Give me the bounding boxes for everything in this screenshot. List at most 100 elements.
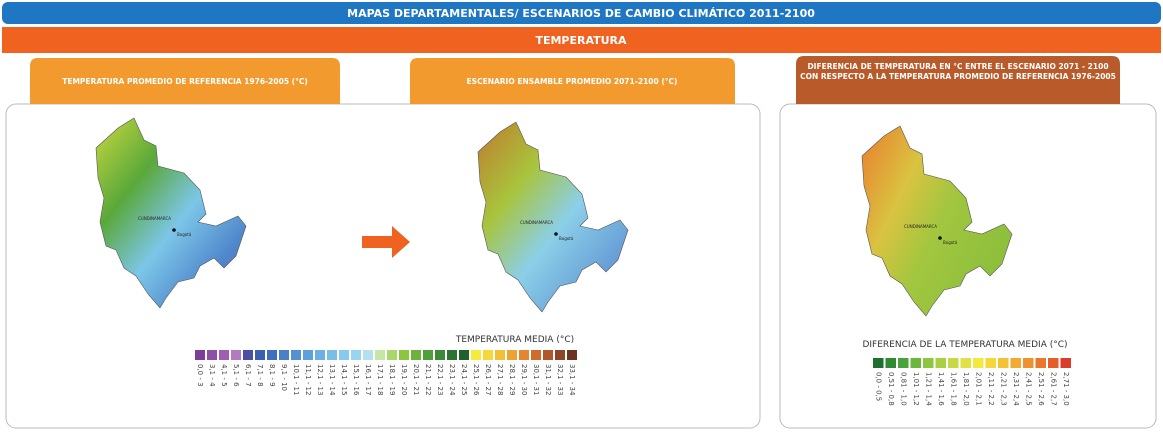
panel-title: ESCENARIO ENSAMBLE PROMEDIO 2071-2100 (°…: [467, 77, 678, 86]
legend-label: 1,41 - 1,6: [937, 372, 945, 406]
subheader-title: TEMPERATURA: [535, 34, 627, 47]
legend-label: 21,1 - 22: [424, 364, 432, 395]
legend-swatch: [351, 350, 361, 360]
header-title: MAPAS DEPARTAMENTALES/ ESCENARIOS DE CAM…: [347, 7, 815, 20]
legend-label: 6,1 - 7: [244, 364, 252, 387]
legend-swatch: [519, 350, 529, 360]
legend-label: 28,1 - 29: [508, 364, 516, 395]
legend-label: 25,1 - 26: [472, 364, 480, 396]
legend-label: 1,01 - 1,2: [912, 372, 920, 406]
map-region-label: CUNDINAMARCA: [904, 224, 937, 229]
legend-label: 13,1 - 14: [328, 364, 336, 396]
panel-title: DIFERENCIA DE TEMPERATURA EN °C ENTRE EL…: [800, 58, 1116, 82]
legend-swatch: [471, 350, 481, 360]
map-region-label: CUNDINAMARCA: [520, 220, 553, 225]
legend-label: 2,21 - 2,3: [999, 372, 1007, 406]
legend-swatch: [495, 350, 505, 360]
legend-label: 9,1 - 10: [280, 364, 288, 391]
legend-label: 7,1 - 8: [256, 364, 264, 387]
legend-label: 4,1 - 5: [220, 364, 228, 387]
map-region-label: CUNDINAMARCA: [138, 216, 171, 221]
legend-label: 20,1 - 21: [412, 364, 420, 395]
legend-swatch: [973, 358, 984, 368]
legend-swatch: [507, 350, 517, 360]
legend-label: 1,21 - 1,4: [924, 372, 932, 406]
legend-label: 1,81 - 2,0: [962, 372, 970, 406]
legend-swatch: [387, 350, 397, 360]
legend-title: DIFERENCIA DE LA TEMPERATURA MEDIA (°C): [862, 340, 1067, 350]
legend-swatch: [219, 350, 229, 360]
legend-swatch: [435, 350, 445, 360]
legend-label: 18,1 - 19: [388, 364, 396, 395]
legend-swatch: [898, 358, 909, 368]
legend-label: 15,1 - 16: [352, 364, 360, 396]
legend-swatch: [1023, 358, 1034, 368]
legend-swatch: [543, 350, 553, 360]
legend-label: 10,1 - 11: [292, 364, 300, 395]
legend-swatch: [327, 350, 337, 360]
legend-label: 2,51 - 2,6: [1037, 372, 1045, 406]
legend-label: 3,1 - 4: [208, 364, 216, 387]
legend-label: 0,81 - 1,0: [899, 372, 907, 406]
panel-title: TEMPERATURA PROMEDIO DE REFERENCIA 1976-…: [62, 77, 308, 86]
legend-swatch: [483, 350, 493, 360]
legend-swatch: [886, 358, 897, 368]
legend-swatch: [948, 358, 959, 368]
legend-swatch: [363, 350, 373, 360]
legend-swatch: [291, 350, 301, 360]
legend-swatch: [1036, 358, 1047, 368]
legend-swatch: [1061, 358, 1072, 368]
legend-swatch: [961, 358, 972, 368]
legend-swatch: [399, 350, 409, 360]
legend-swatch: [411, 350, 421, 360]
legend-swatch: [207, 350, 217, 360]
legend-swatch: [986, 358, 997, 368]
legend-swatch: [303, 350, 313, 360]
legend-label: 27,1 - 28: [496, 364, 504, 395]
legend-swatch: [255, 350, 265, 360]
map-city-label: Bogotá: [559, 236, 574, 241]
legend-label: 1,61 - 1,8: [949, 372, 957, 406]
legend-swatch: [447, 350, 457, 360]
legend-label: 2,01 - 2,1: [974, 372, 982, 406]
legend-label: 22,1 - 23: [436, 364, 444, 395]
legend-swatch: [339, 350, 349, 360]
legend-swatch: [998, 358, 1009, 368]
legend-swatch: [423, 350, 433, 360]
legend-label: 29,1 - 30: [520, 364, 528, 395]
legend-title: TEMPERATURA MEDIA (°C): [455, 335, 574, 345]
legend-label: 14,1 - 15: [340, 364, 348, 395]
legend-swatch: [531, 350, 541, 360]
legend-swatch: [923, 358, 934, 368]
legend-swatch: [873, 358, 884, 368]
legend-label: 0,0 - 0,5: [874, 372, 882, 401]
legend-label: 5,1 - 6: [232, 364, 240, 387]
legend-label: 12,1 - 13: [316, 364, 324, 395]
map-city-label: Bogotá: [943, 240, 958, 245]
legend-label: 33,1 - 34: [568, 364, 576, 396]
legend-label: 17,1 - 18: [376, 364, 384, 395]
legend-swatch: [555, 350, 565, 360]
legend-swatch: [911, 358, 922, 368]
legend-swatch: [567, 350, 577, 360]
legend-swatch: [375, 350, 385, 360]
legend-swatch: [231, 350, 241, 360]
legend-swatch: [279, 350, 289, 360]
legend-swatch: [1011, 358, 1022, 368]
legend-label: 26,1 - 27: [484, 364, 492, 395]
legend-label: 31,1 - 32: [544, 364, 552, 395]
legend-label: 23,1 - 24: [448, 364, 456, 396]
legend-label: 0,0 - 3: [196, 364, 204, 387]
legend-swatch: [936, 358, 947, 368]
legend-label: 16,1 - 17: [364, 364, 372, 395]
legend-swatch: [267, 350, 277, 360]
legend-label: 2,31 - 2,4: [1012, 372, 1020, 406]
legend-label: 8,1 - 9: [268, 364, 276, 387]
legend-label: 2,41 - 2,5: [1024, 372, 1032, 406]
legend-label: 19,1 - 20: [400, 364, 408, 395]
panel-title-box: DIFERENCIA DE TEMPERATURA EN °C ENTRE EL…: [800, 58, 1116, 102]
legend-swatch: [459, 350, 469, 360]
infographic: MAPAS DEPARTAMENTALES/ ESCENARIOS DE CAM…: [0, 0, 1163, 434]
legend-label: 2,61 - 2,7: [1049, 372, 1057, 406]
legend-label: 2,11 - 2,2: [987, 372, 995, 406]
